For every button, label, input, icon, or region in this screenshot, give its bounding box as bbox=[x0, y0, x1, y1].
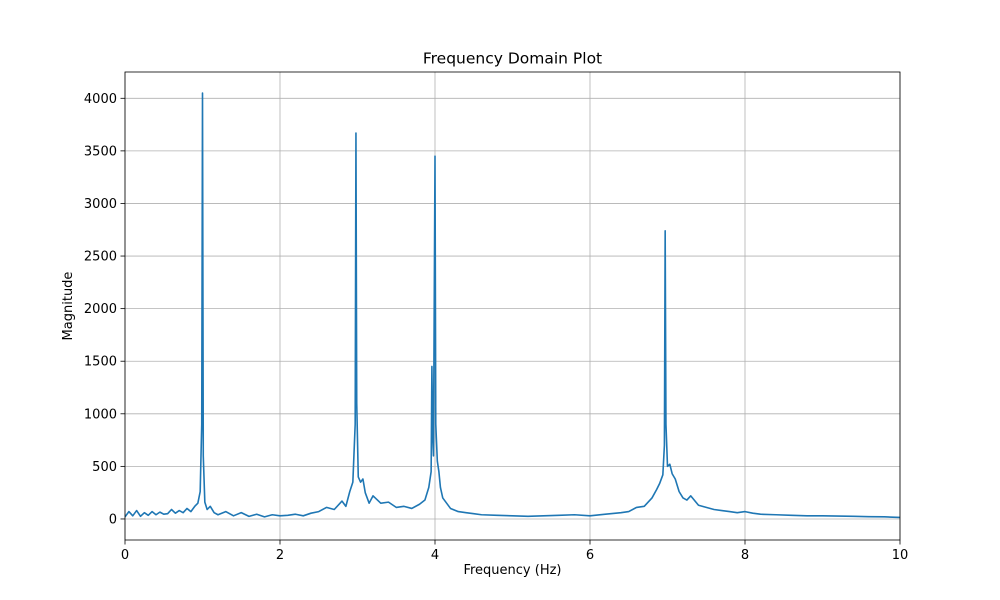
y-axis-ticks: 0 500 1000 1500 2000 2500 3000 3500 4000 bbox=[84, 92, 125, 527]
y-tick-label: 4000 bbox=[84, 92, 117, 107]
x-tick-label: 2 bbox=[276, 548, 284, 563]
y-tick-label: 3500 bbox=[84, 144, 117, 159]
y-tick-label: 2000 bbox=[84, 302, 117, 317]
plot-frame bbox=[124, 71, 901, 541]
y-tick-label: 1000 bbox=[84, 407, 117, 422]
chart-title: Frequency Domain Plot bbox=[423, 50, 602, 68]
x-tick-label: 4 bbox=[431, 548, 439, 563]
y-tick-label: 1500 bbox=[84, 355, 117, 370]
y-tick-label: 2500 bbox=[84, 250, 117, 265]
x-axis-ticks: 0 2 4 6 8 10 bbox=[121, 540, 908, 563]
y-tick-label: 3000 bbox=[84, 197, 117, 212]
x-tick-label: 6 bbox=[586, 548, 594, 563]
y-tick-label: 500 bbox=[92, 460, 117, 475]
series-layer bbox=[125, 92, 900, 519]
y-axis-label: Magnitude bbox=[61, 272, 76, 341]
y-tick-label: 0 bbox=[109, 512, 117, 527]
x-tick-label: 8 bbox=[741, 548, 749, 563]
magnitude-series-line bbox=[125, 92, 900, 519]
x-tick-label: 0 bbox=[121, 548, 129, 563]
x-tick-label: 10 bbox=[892, 548, 909, 563]
x-axis-label: Frequency (Hz) bbox=[463, 563, 561, 578]
